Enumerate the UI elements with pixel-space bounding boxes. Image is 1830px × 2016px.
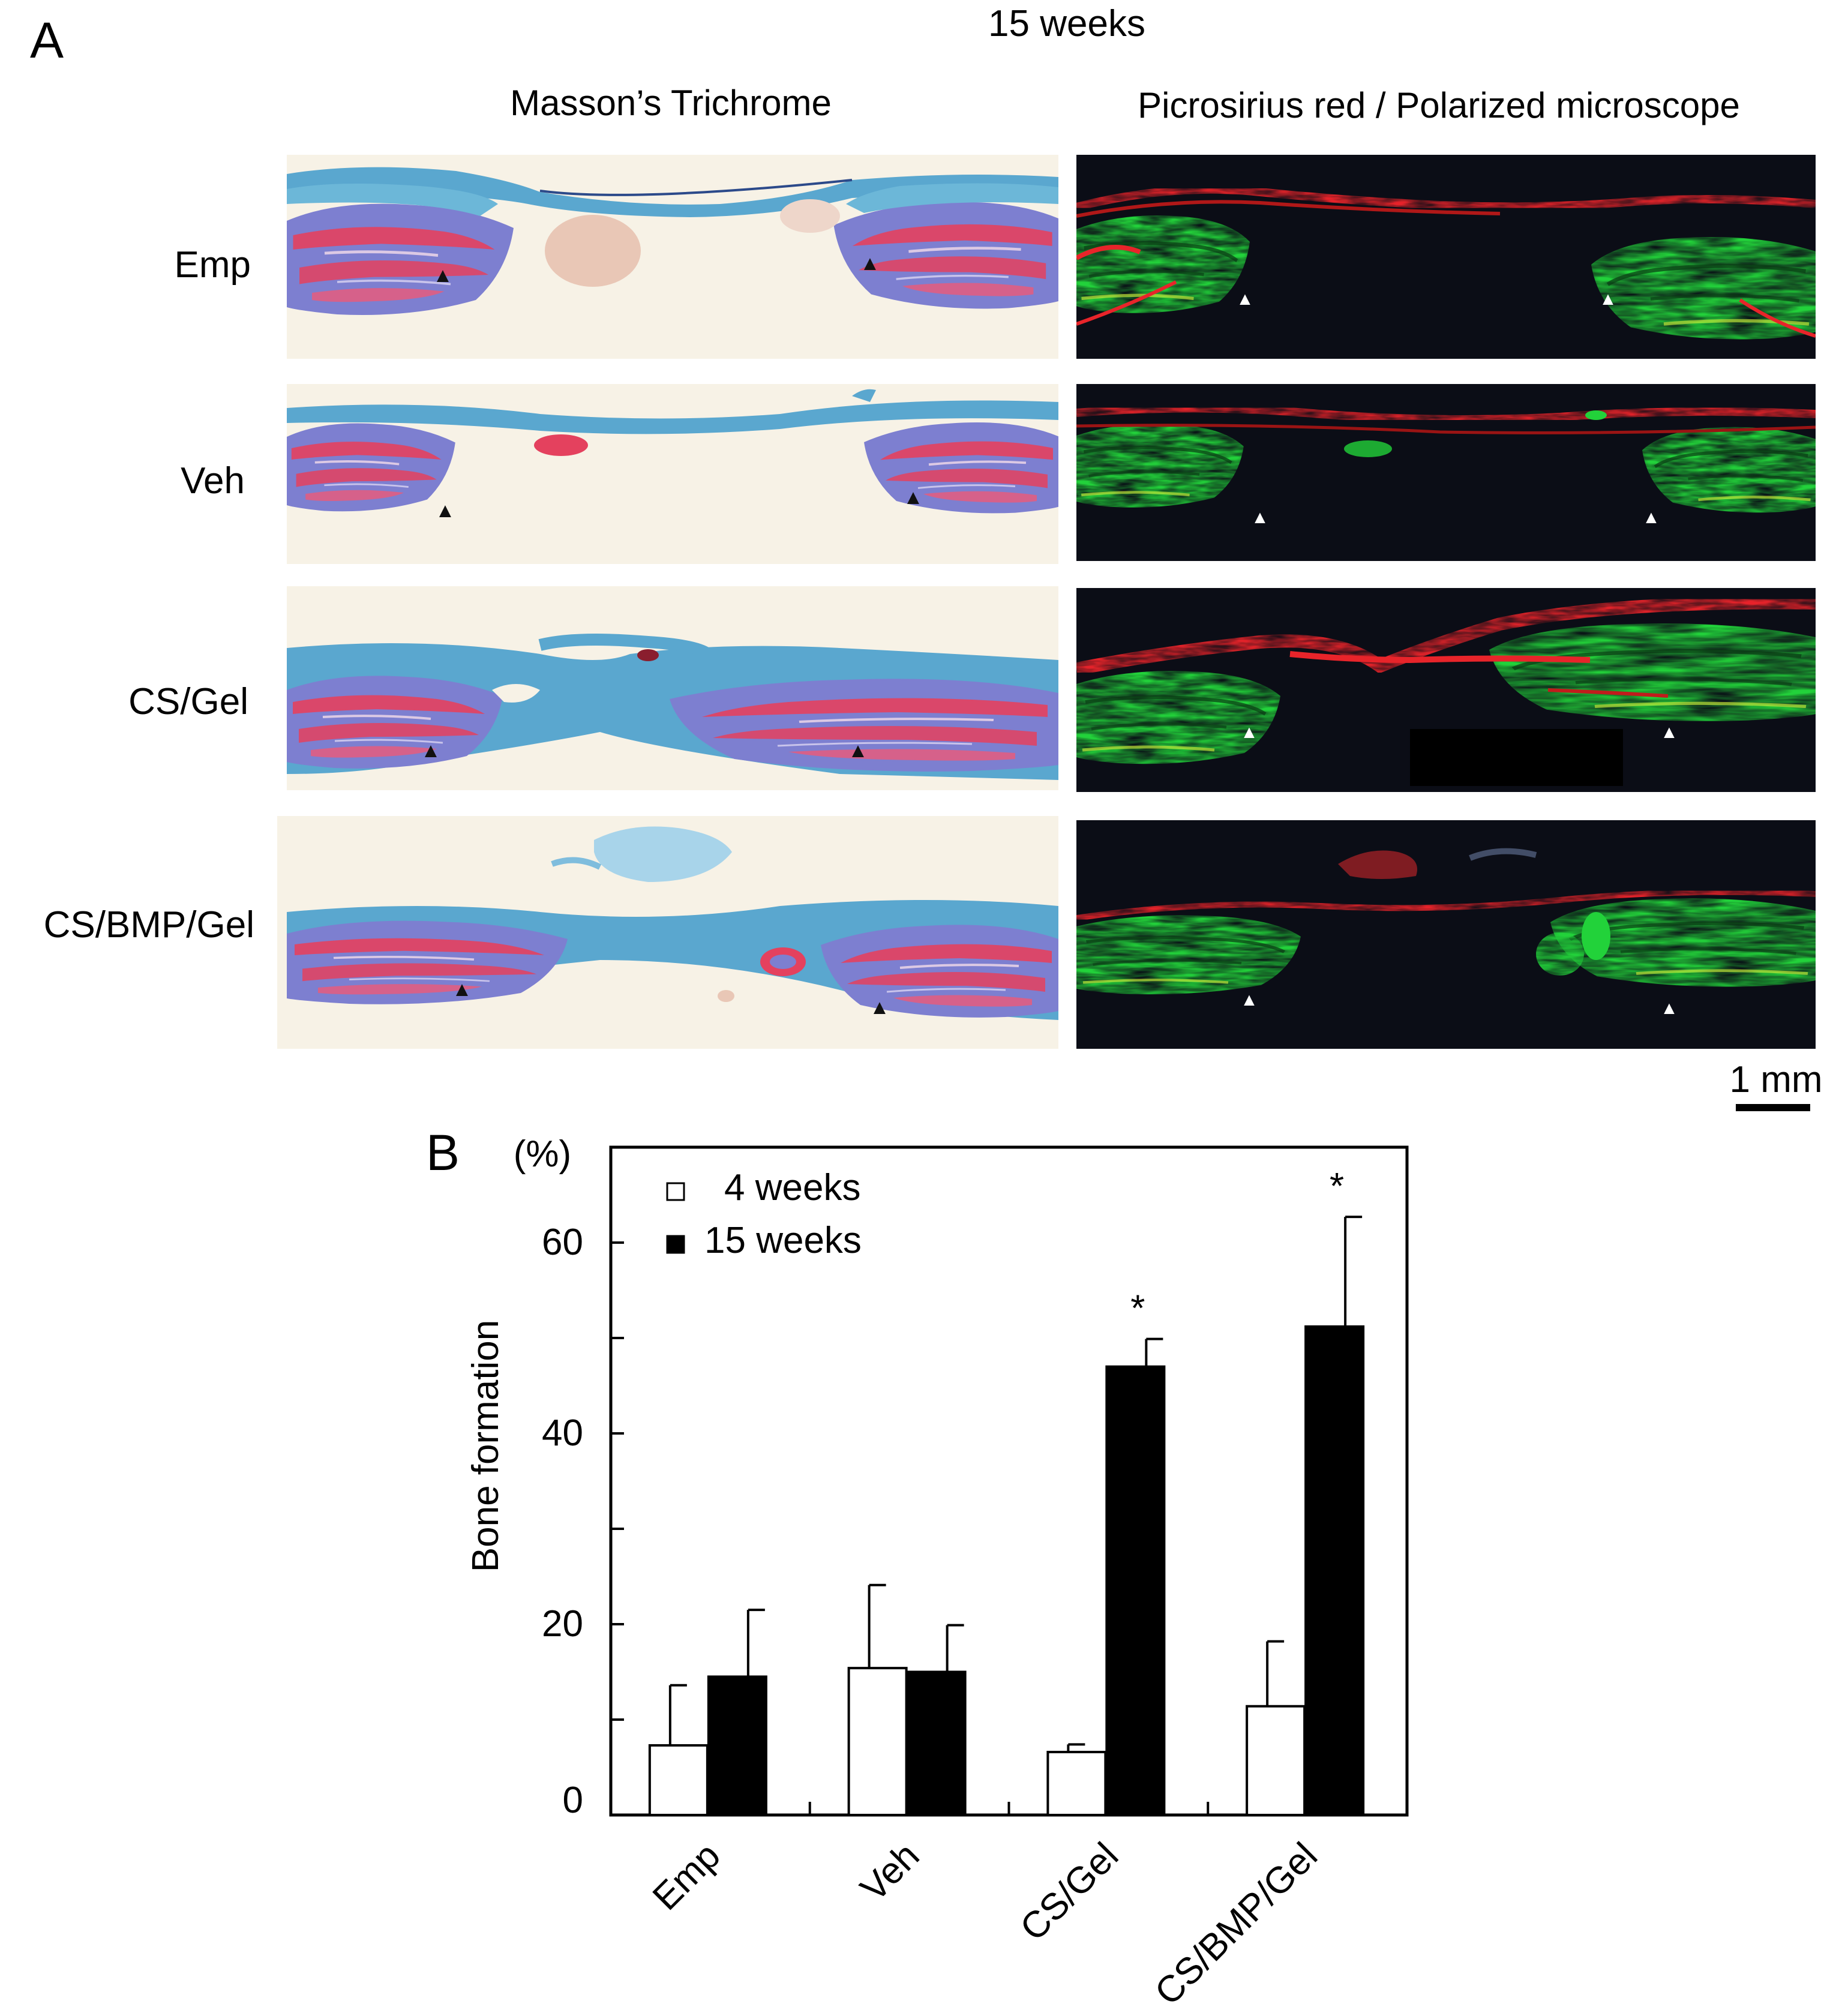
legend-swatch bbox=[666, 1182, 685, 1201]
row-label-veh: Veh bbox=[181, 460, 245, 502]
bar-4-weeks-CS-BMP-Gel bbox=[1246, 1705, 1306, 1816]
scale-bar bbox=[1736, 1104, 1810, 1111]
arrowhead-mt-csbmpgel-right: ▲ bbox=[869, 996, 890, 1019]
micrograph-polarized-emp bbox=[1076, 155, 1816, 359]
legend-swatch bbox=[666, 1235, 685, 1254]
micrograph-trichrome-csbmpgel bbox=[277, 816, 1058, 1049]
column-title-trichrome: Masson’s Trichrome bbox=[510, 83, 832, 123]
arrowhead-mt-csgel-left: ▲ bbox=[421, 739, 441, 762]
bar-15-weeks-CS-BMP-Gel bbox=[1304, 1325, 1365, 1816]
arrowhead-pr-emp-left: ▲ bbox=[1236, 289, 1254, 309]
x-tick-label: CS/Gel bbox=[1012, 1835, 1126, 1949]
column-title-picrosirius: Picrosirius red / Polarized microscope bbox=[1138, 85, 1740, 125]
arrowhead-mt-csbmpgel-left: ▲ bbox=[452, 978, 472, 1001]
arrowhead-mt-emp-right: ▲ bbox=[860, 252, 880, 275]
bar-4-weeks-CS-Gel bbox=[1046, 1751, 1107, 1817]
arrowhead-pr-csgel-right: ▲ bbox=[1660, 722, 1678, 742]
panel-b-label: B bbox=[426, 1124, 460, 1181]
legend-label: 4 weeks bbox=[724, 1167, 860, 1208]
x-tick-label: Veh bbox=[853, 1835, 927, 1909]
significance-mark: * bbox=[1330, 1166, 1344, 1207]
micrograph-trichrome-csgel bbox=[287, 586, 1058, 790]
y-tick-label: 60 bbox=[542, 1222, 583, 1263]
row-label-csgel: CS/Gel bbox=[128, 681, 248, 722]
micrograph-polarized-veh bbox=[1076, 384, 1816, 561]
timepoint-title: 15 weeks bbox=[988, 3, 1145, 44]
bar-15-weeks-Veh bbox=[906, 1670, 967, 1816]
row-label-emp: Emp bbox=[175, 244, 251, 286]
x-tick-label: CS/BMP/Gel bbox=[1147, 1835, 1325, 2013]
bar-chart: 0 20 40 60 * * Emp Veh CS/Gel CS/BMP/Gel 4 weeks 15… bbox=[542, 1145, 1409, 2013]
micrograph-trichrome-veh bbox=[287, 384, 1058, 564]
bar-4-weeks-Veh bbox=[847, 1667, 908, 1816]
arrowhead-pr-csbmpgel-left: ▲ bbox=[1240, 990, 1258, 1010]
y-axis-unit: (%) bbox=[514, 1133, 571, 1175]
arrowhead-pr-veh-left: ▲ bbox=[1251, 508, 1269, 527]
panel-a-label: A bbox=[30, 12, 64, 68]
arrowhead-pr-veh-right: ▲ bbox=[1642, 508, 1660, 527]
x-tick-label: Emp bbox=[645, 1835, 728, 1918]
micrograph-polarized-csgel bbox=[1076, 588, 1816, 792]
scale-bar-label: 1 mm bbox=[1730, 1059, 1823, 1100]
y-axis-label: Bone formation bbox=[465, 1320, 506, 1572]
arrowhead-mt-csgel-right: ▲ bbox=[848, 739, 868, 762]
arrowhead-pr-csbmpgel-right: ▲ bbox=[1660, 998, 1678, 1018]
legend-label: 15 weeks bbox=[704, 1220, 862, 1261]
arrowhead-mt-veh-left: ▲ bbox=[435, 499, 455, 522]
y-tick-label: 0 bbox=[563, 1780, 583, 1821]
bar-15-weeks-Emp bbox=[707, 1675, 767, 1816]
arrowhead-mt-emp-left: ▲ bbox=[433, 264, 453, 287]
y-tick-label: 20 bbox=[542, 1603, 583, 1645]
arrowhead-mt-veh-right: ▲ bbox=[903, 486, 923, 509]
arrowhead-pr-emp-right: ▲ bbox=[1599, 289, 1617, 309]
bar-15-weeks-CS-Gel bbox=[1105, 1365, 1166, 1816]
arrowhead-pr-csgel-left: ▲ bbox=[1240, 722, 1258, 742]
row-label-csbmpgel: CS/BMP/Gel bbox=[44, 904, 254, 946]
y-tick-label: 40 bbox=[542, 1412, 583, 1454]
significance-mark: * bbox=[1130, 1288, 1145, 1330]
bar-4-weeks-Emp bbox=[648, 1744, 709, 1816]
micrograph-polarized-csbmpgel bbox=[1076, 820, 1816, 1049]
micrograph-trichrome-emp bbox=[287, 155, 1058, 359]
